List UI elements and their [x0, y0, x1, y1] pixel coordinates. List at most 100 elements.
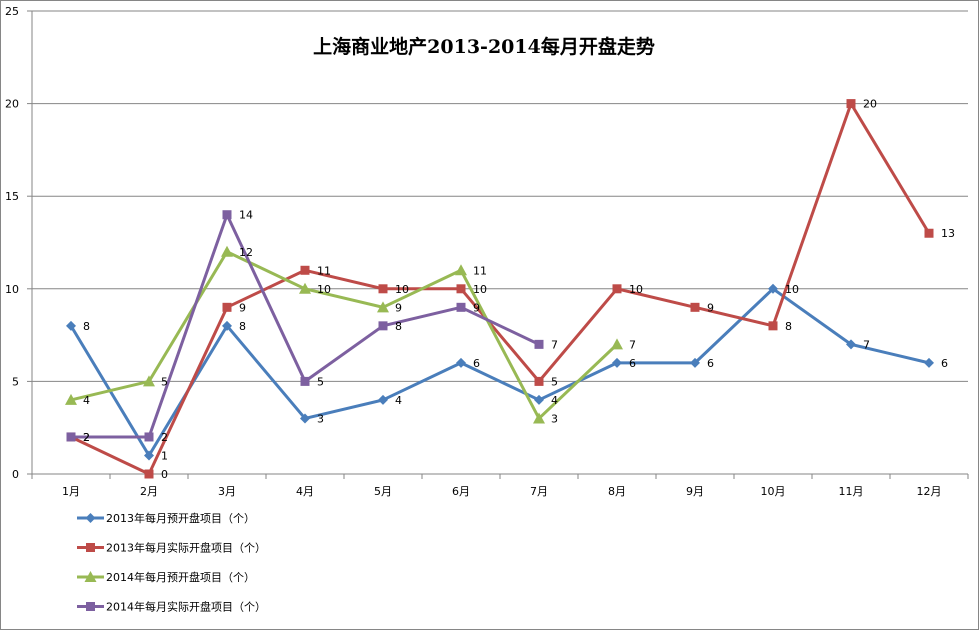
legend-label: 2013年每月实际开盘项目（个） [106, 541, 266, 555]
x-tick-labels: 1月 2月 3月 4月 5月 6月 7月 8月 9月 10月 11月 12月 [62, 485, 942, 498]
data-label: 2 [83, 431, 90, 444]
data-point-diamond [924, 357, 934, 368]
data-point-triangle [377, 301, 389, 313]
data-label: 7 [863, 338, 870, 351]
y-tick-labels: 0 5 10 15 20 25 [5, 5, 19, 481]
legend-marker [86, 602, 95, 611]
x-tick-label: 9月 [686, 485, 704, 498]
data-point-square [222, 302, 232, 312]
data-label: 4 [83, 394, 90, 407]
data-point-square [300, 376, 310, 386]
data-point-triangle [611, 338, 623, 350]
x-tick-label: 11月 [839, 485, 864, 498]
data-point-triangle [143, 375, 155, 387]
data-label: 5 [161, 375, 168, 388]
y-tick-label: 10 [5, 283, 19, 296]
data-point-square [66, 432, 76, 442]
chart-title: 上海商业地产2013-2014每月开盘走势 [313, 35, 655, 58]
x-tick-label: 8月 [608, 485, 626, 498]
legend-label: 2014年每月实际开盘项目（个） [106, 600, 266, 614]
data-point-diamond [534, 394, 544, 405]
data-point-diamond [144, 450, 154, 461]
data-label: 13 [941, 227, 955, 240]
y-tick-label: 0 [12, 468, 19, 481]
series-line [69, 102, 931, 476]
x-tick-label: 1月 [62, 485, 80, 498]
data-point-triangle [221, 245, 233, 257]
data-label: 7 [551, 338, 558, 351]
data-label: 9 [707, 301, 714, 314]
data-label: 11 [473, 264, 487, 277]
data-label: 2 [83, 431, 90, 444]
data-label: 20 [863, 98, 877, 111]
data-point-triangle [65, 393, 77, 405]
series-3 [65, 245, 623, 424]
data-label: 12 [239, 246, 253, 259]
legend-label: 2014年每月预开盘项目（个） [106, 570, 255, 584]
data-point-square [378, 284, 388, 294]
data-label: 10 [473, 283, 487, 296]
data-point-diamond [456, 357, 466, 368]
data-label: 10 [629, 283, 643, 296]
data-point-square [456, 302, 466, 312]
data-point-diamond [300, 413, 310, 424]
legend-label: 2013年每月预开盘项目（个） [106, 511, 255, 525]
data-point-square [300, 265, 310, 275]
legend: 2013年每月预开盘项目（个） 2013年每月实际开盘项目（个） 2014年每月预开… [77, 511, 266, 614]
data-point-square [690, 302, 700, 312]
data-label: 8 [785, 320, 792, 333]
data-label: 0 [161, 468, 168, 481]
legend-marker [85, 513, 96, 523]
data-point-diamond [378, 394, 388, 405]
y-tick-label: 20 [5, 98, 19, 111]
data-point-square [534, 376, 544, 386]
data-label: 10 [395, 283, 409, 296]
data-label: 14 [239, 209, 253, 222]
x-tick-label: 2月 [140, 485, 158, 498]
data-point-diamond [222, 320, 232, 331]
data-point-diamond [612, 357, 622, 368]
legend-marker [86, 543, 95, 552]
legend-item: 2014年每月实际开盘项目（个） [77, 600, 266, 614]
data-point-square [144, 432, 154, 442]
series-line [69, 287, 931, 457]
data-label: 1 [161, 449, 168, 462]
data-point-triangle [455, 264, 467, 276]
data-point-square [144, 469, 154, 479]
series-1 [66, 283, 934, 461]
data-label: 3 [551, 412, 558, 425]
legend-marker [84, 571, 97, 582]
series-lines [65, 99, 934, 479]
legend-item: 2013年每月预开盘项目（个） [77, 511, 255, 525]
data-point-square [768, 321, 778, 331]
x-tick-label: 6月 [452, 485, 470, 498]
data-point-square [612, 284, 622, 294]
data-point-square [222, 210, 232, 220]
data-label: 10 [317, 283, 331, 296]
data-point-square [456, 284, 466, 294]
data-label: 3 [317, 412, 324, 425]
series-4 [66, 210, 544, 442]
data-label: 6 [629, 357, 636, 370]
gridlines [32, 10, 968, 382]
data-point-diamond [66, 320, 76, 331]
data-label: 8 [83, 320, 90, 333]
data-point-diamond [690, 357, 700, 368]
x-tick-label: 5月 [374, 485, 392, 498]
data-label: 8 [239, 320, 246, 333]
data-label: 5 [317, 375, 324, 388]
data-point-triangle [299, 282, 311, 294]
data-label: 6 [941, 357, 948, 370]
legend-item: 2014年每月预开盘项目（个） [77, 570, 255, 584]
legend-item: 2013年每月实际开盘项目（个） [77, 541, 266, 555]
data-point-triangle [533, 412, 545, 424]
data-label: 5 [551, 375, 558, 388]
data-label: 10 [785, 283, 799, 296]
x-tick-label: 10月 [761, 485, 786, 498]
data-label: 6 [707, 357, 714, 370]
series-line [69, 250, 619, 420]
data-label: 8 [395, 320, 402, 333]
x-tick-label: 3月 [218, 485, 236, 498]
